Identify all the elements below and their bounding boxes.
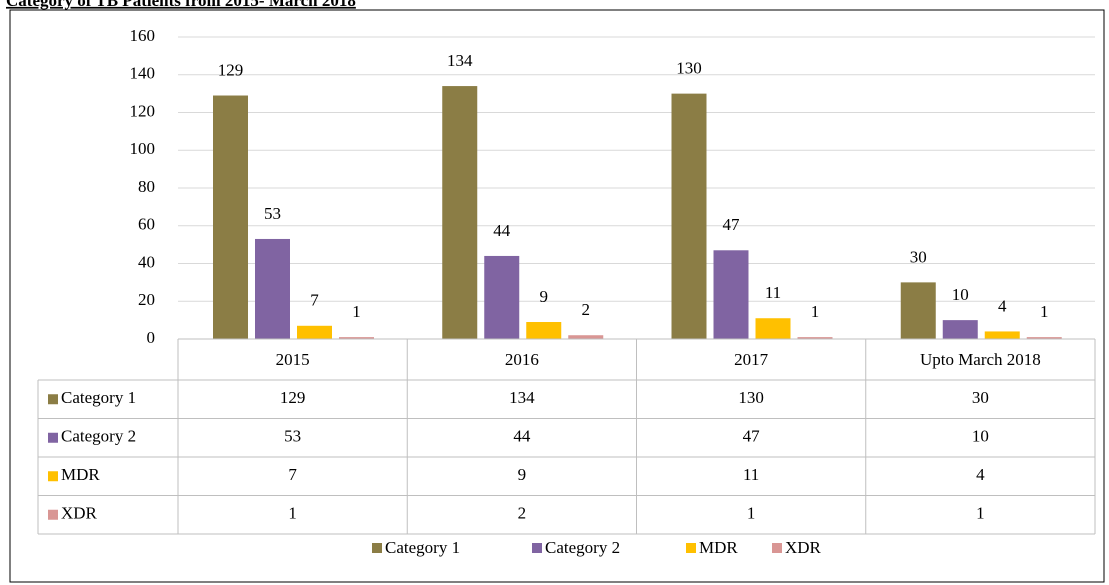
table-cell: 1 [288, 504, 297, 523]
legend-label: MDR [699, 538, 738, 557]
table-cell: 47 [743, 427, 761, 446]
legend-label: XDR [785, 538, 822, 557]
bar [297, 325, 332, 339]
data-label: 1 [811, 302, 820, 321]
table-cell: 10 [972, 427, 989, 446]
table-cell: 11 [743, 465, 759, 484]
chart-title: Category of TB Patients from 2015- March… [6, 0, 356, 10]
y-tick-label: 80 [138, 177, 155, 196]
data-label: 11 [765, 283, 781, 302]
data-label: 10 [952, 285, 969, 304]
table-legend-key [48, 509, 58, 520]
legend-label: Category 2 [545, 538, 620, 557]
x-tick-label: Upto March 2018 [920, 350, 1041, 369]
data-label: 4 [998, 296, 1007, 315]
bar [568, 335, 604, 339]
y-tick-label: 140 [130, 64, 156, 83]
table-cell: 4 [976, 465, 985, 484]
bar [900, 282, 936, 339]
table-row-header: XDR [61, 504, 98, 523]
legend-key [372, 543, 382, 553]
bar [984, 331, 1020, 339]
table-cell: 130 [738, 388, 764, 407]
table-cell: 7 [288, 465, 297, 484]
table-cell: 1 [747, 504, 756, 523]
table-row-header: Category 1 [61, 388, 136, 407]
x-tick-label: 2015 [276, 350, 310, 369]
bar [942, 320, 978, 339]
bar [526, 322, 562, 339]
bar [213, 95, 248, 339]
title-mask [0, 0, 1109, 9]
bar [713, 250, 749, 339]
x-tick-label: 2016 [505, 350, 539, 369]
data-label: 134 [447, 51, 473, 70]
bar [484, 255, 520, 339]
bar [797, 337, 833, 339]
table-cell: 2 [518, 504, 527, 523]
data-label: 7 [310, 291, 319, 310]
bar [755, 318, 791, 339]
data-label: 130 [676, 59, 702, 78]
y-tick-label: 60 [138, 215, 155, 234]
data-label: 47 [723, 215, 741, 234]
legend-key [686, 543, 696, 553]
table-cell: 1 [976, 504, 985, 523]
table-legend-key [48, 471, 58, 482]
data-label: 2 [582, 300, 591, 319]
bar [1026, 337, 1062, 339]
y-tick-label: 40 [138, 252, 155, 271]
y-tick-label: 120 [130, 101, 156, 120]
chart-frame [9, 9, 1105, 583]
bar [339, 337, 374, 339]
table-cell: 9 [518, 465, 527, 484]
data-label: 9 [540, 287, 549, 306]
data-label: 53 [264, 204, 281, 223]
y-tick-label: 160 [130, 26, 156, 45]
data-label: 30 [910, 247, 927, 266]
legend-label: Category 1 [385, 538, 460, 557]
legend-key [532, 543, 542, 553]
bar [442, 86, 478, 339]
data-label: 1 [1040, 302, 1049, 321]
table-row-header: Category 2 [61, 427, 136, 446]
table-legend-key [48, 394, 58, 405]
table-cell: 53 [284, 427, 301, 446]
table-cell: 30 [972, 388, 989, 407]
data-label: 129 [218, 60, 244, 79]
y-tick-label: 0 [147, 328, 156, 347]
bar [255, 238, 290, 339]
y-tick-label: 20 [138, 290, 155, 309]
bar [671, 93, 707, 339]
table-cell: 129 [280, 388, 306, 407]
data-label: 44 [493, 221, 511, 240]
data-label: 1 [352, 302, 361, 321]
legend-key [772, 543, 782, 553]
table-legend-key [48, 432, 58, 443]
x-tick-label: 2017 [734, 350, 769, 369]
table-row-header: MDR [61, 465, 100, 484]
table-cell: 44 [513, 427, 531, 446]
table-cell: 134 [509, 388, 535, 407]
y-tick-label: 100 [130, 139, 156, 158]
